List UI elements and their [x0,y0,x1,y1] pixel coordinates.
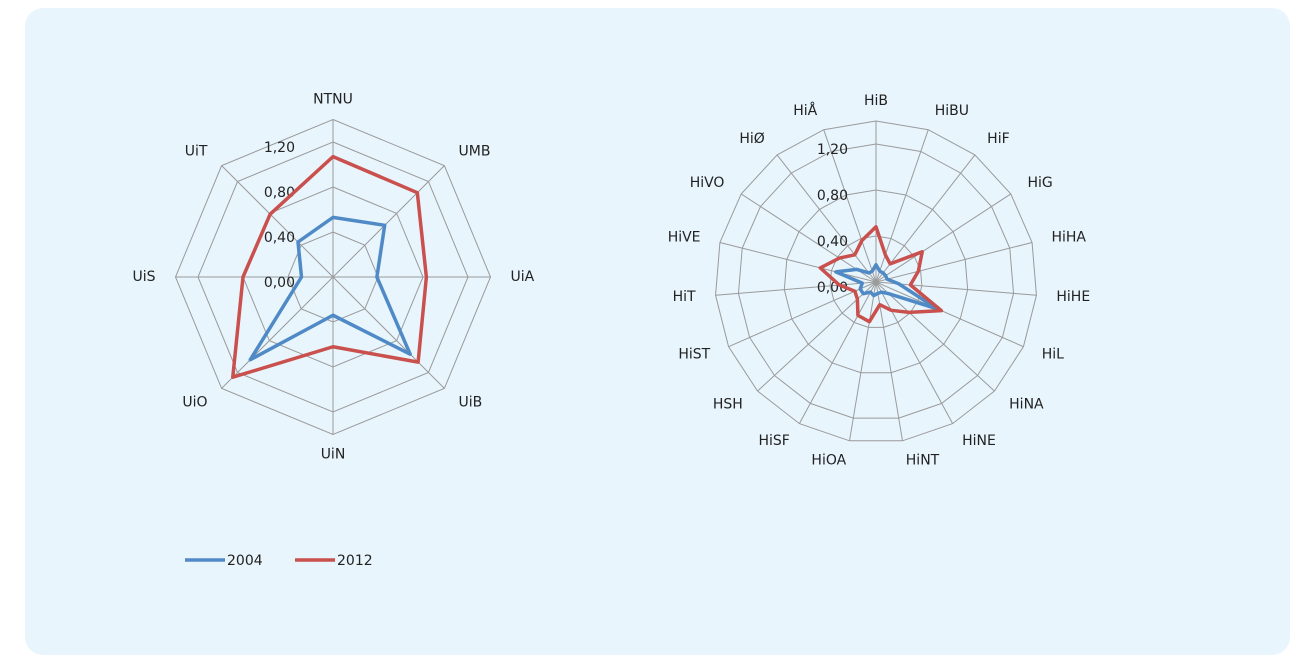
category-label: UiT [185,143,208,159]
series-line [834,263,939,311]
axis-spoke [715,281,877,296]
category-label: HiG [1028,175,1053,191]
axis-spoke [875,281,903,441]
axis-spoke [875,281,954,424]
category-label: HiBU [935,103,969,119]
axis-spoke [849,281,877,441]
axis-spoke [776,154,877,283]
axis-spoke [332,165,445,278]
category-label: HiVE [668,230,701,246]
category-label: HiØ [739,131,764,147]
axis-spoke [332,276,445,389]
category-label: HiOA [811,453,846,469]
tick-label: 0,80 [817,188,848,204]
category-label: HiVO [690,175,725,191]
axis-spoke [875,281,995,392]
grid-ring [737,143,1015,419]
series-line [248,215,412,362]
legend-label: 2012 [337,553,373,569]
category-label: UiS [132,269,155,285]
category-label: HiSF [758,433,789,449]
axis-spoke [728,281,877,348]
tick-label: 1,20 [264,140,295,156]
axis-spoke [875,241,1033,283]
category-label: UiO [182,395,207,411]
axis-spoke [875,281,1024,348]
category-label: UiB [459,395,483,411]
axis-spoke [221,165,334,278]
series-line [818,225,944,324]
tick-label: 1,20 [817,142,848,158]
axis-spoke [740,193,877,283]
category-label: NTNU [313,92,353,108]
category-label: HiHA [1051,230,1086,246]
tick-label: 0,40 [817,234,848,250]
series-line [231,154,429,379]
axis-spoke [875,193,1012,283]
tick-label: 0,80 [264,185,295,201]
category-label: HiST [678,347,710,363]
grid-ring [715,120,1037,442]
category-label: UiN [321,447,346,463]
panel [25,8,1290,655]
tick-label: 0,00 [264,275,295,291]
axis-spoke [875,281,1037,296]
category-label: UiA [511,269,535,285]
axis-spoke [719,241,877,283]
legend-label: 2004 [227,553,263,569]
category-label: HiL [1042,347,1064,363]
category-label: HSH [713,397,743,413]
category-label: HiT [673,289,696,305]
axis-spoke [875,154,976,283]
category-label: HiB [864,93,888,109]
category-label: HiÅ [793,102,817,119]
category-label: HiNT [906,453,940,469]
category-label: HiF [987,131,1009,147]
axis-spoke [221,276,334,389]
axis-spoke [823,129,877,283]
category-label: HiNA [1009,397,1044,413]
grid-ring [783,189,969,374]
category-label: UMB [459,143,491,159]
category-label: HiHE [1056,289,1090,305]
axis-spoke [798,281,877,424]
tick-label: 0,40 [264,230,295,246]
category-label: HiNE [962,433,996,449]
